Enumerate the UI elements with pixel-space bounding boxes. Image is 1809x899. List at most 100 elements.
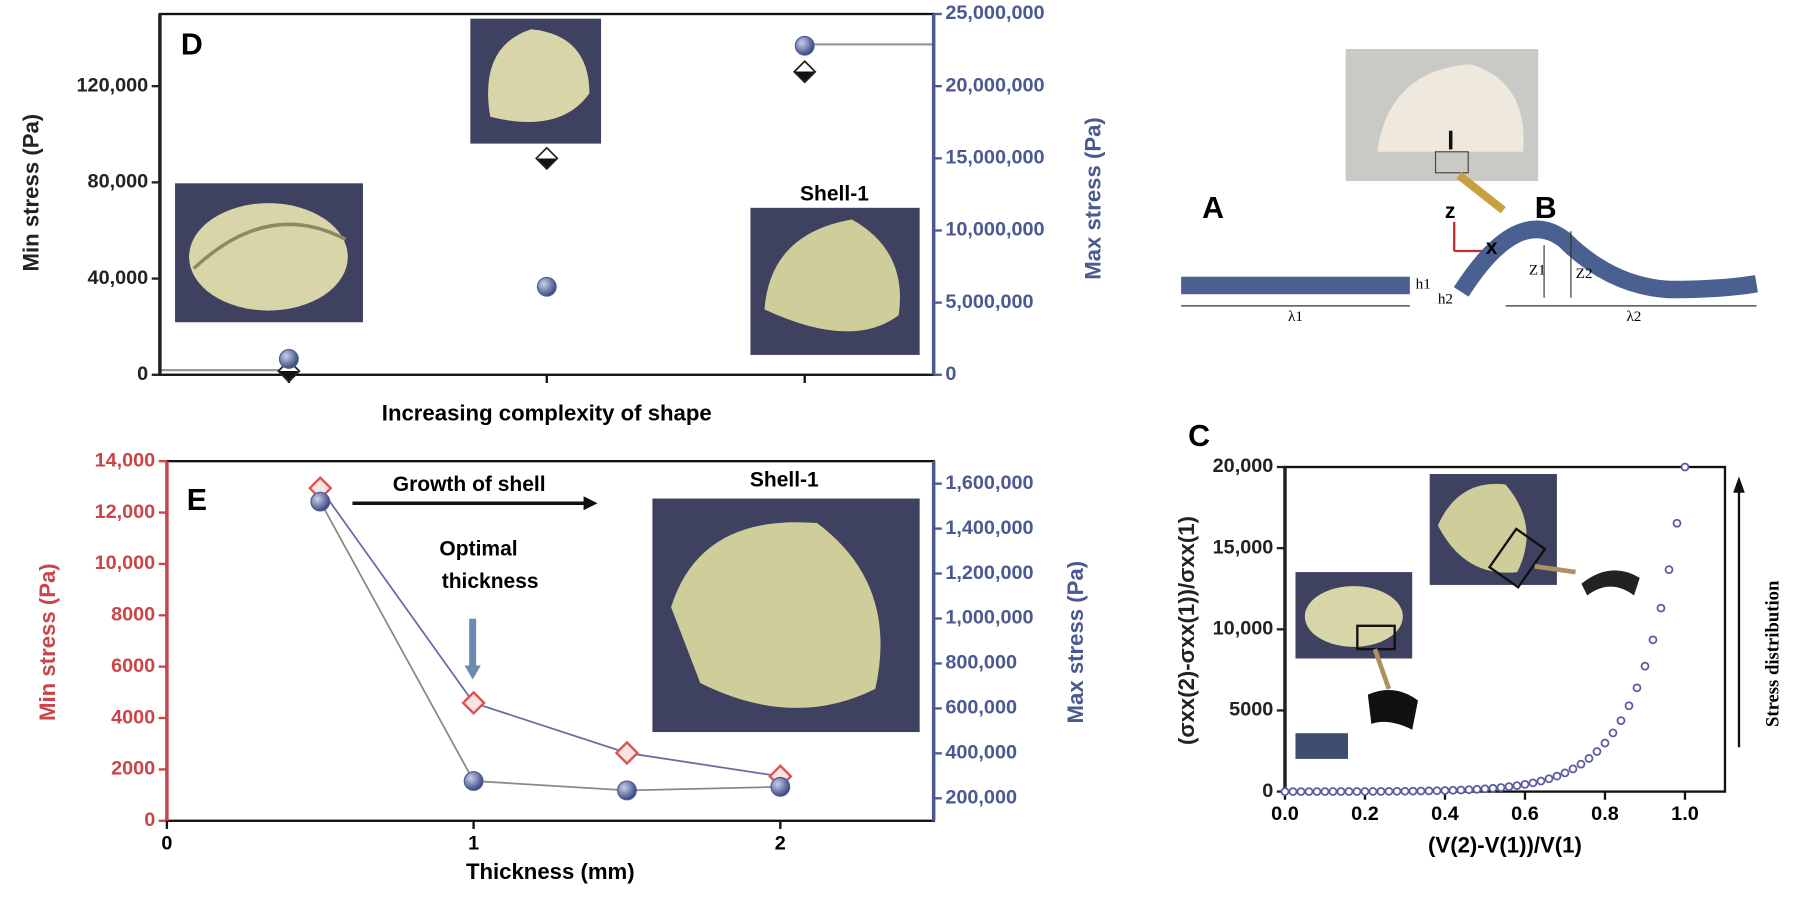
dimension: λ2 bbox=[1626, 308, 1641, 325]
x-tick-label: 0.6 bbox=[1511, 803, 1539, 825]
y-tick-label: 10,000 bbox=[95, 552, 156, 574]
point bbox=[1600, 738, 1610, 748]
point bbox=[1400, 786, 1410, 796]
annotation: Stress distribution bbox=[1762, 580, 1783, 727]
x-axis-label: Increasing complexity of shape bbox=[382, 400, 712, 425]
y-tick-label: 10,000 bbox=[1213, 618, 1274, 640]
point bbox=[461, 690, 486, 716]
point bbox=[614, 740, 640, 766]
point bbox=[536, 276, 557, 297]
point bbox=[1528, 778, 1538, 788]
point bbox=[1664, 565, 1674, 575]
point bbox=[463, 771, 484, 791]
y-axis-label: Min stress (Pa) bbox=[19, 114, 44, 272]
point bbox=[278, 348, 299, 369]
y2-tick-label: 20,000,000 bbox=[945, 74, 1044, 96]
point bbox=[1560, 768, 1570, 778]
axis-letter: x bbox=[1486, 236, 1498, 259]
point bbox=[1672, 518, 1682, 528]
y2-tick-label: 1,400,000 bbox=[945, 517, 1033, 539]
y2-tick-label: 800,000 bbox=[945, 652, 1017, 674]
annotation: Shell-1 bbox=[800, 183, 869, 206]
y-tick-label: 0 bbox=[1262, 780, 1273, 802]
x-axis-label: (V(2)-V(1))/V(1) bbox=[1428, 832, 1582, 857]
y2-tick-label: 400,000 bbox=[945, 742, 1017, 764]
y-tick-label: 12,000 bbox=[95, 501, 156, 523]
point bbox=[1592, 747, 1602, 756]
point bbox=[1472, 784, 1482, 794]
axis-letter: z bbox=[1445, 200, 1455, 223]
y2-axis-label: Max stress (Pa) bbox=[1081, 117, 1106, 280]
point bbox=[1424, 786, 1434, 796]
y-tick-label: 6000 bbox=[111, 655, 155, 677]
point bbox=[1488, 783, 1498, 793]
series-line bbox=[319, 501, 781, 792]
point bbox=[1624, 701, 1634, 711]
dimension: h1 bbox=[1416, 275, 1431, 292]
x-tick-label: 0.2 bbox=[1351, 803, 1379, 825]
point bbox=[1496, 783, 1506, 792]
point bbox=[1344, 787, 1354, 796]
y-tick-label: 0 bbox=[144, 809, 155, 831]
panel-label: B bbox=[1535, 192, 1557, 225]
point bbox=[1336, 787, 1346, 796]
y-axis-label: (σxx(2)-σxx(1))/σxx(1) bbox=[1174, 516, 1199, 745]
x-tick-label: 1 bbox=[468, 832, 479, 854]
y-tick-label: 80,000 bbox=[88, 171, 149, 193]
y2-tick-label: 5,000,000 bbox=[945, 291, 1033, 313]
point bbox=[1640, 661, 1650, 671]
point bbox=[1536, 776, 1546, 786]
panel-label: A bbox=[1202, 192, 1224, 225]
y-tick-label: 8000 bbox=[111, 604, 155, 626]
annotation: Shell-1 bbox=[750, 469, 819, 492]
y2-tick-label: 0 bbox=[945, 363, 956, 385]
point bbox=[1576, 759, 1586, 769]
point bbox=[1448, 785, 1458, 795]
series-line bbox=[319, 487, 781, 778]
point bbox=[1384, 786, 1394, 796]
y-tick-label: 20,000 bbox=[1213, 455, 1274, 477]
point bbox=[1544, 774, 1554, 784]
y-tick-label: 40,000 bbox=[88, 267, 149, 289]
point bbox=[1352, 787, 1362, 796]
y-axis-label: Min stress (Pa) bbox=[35, 563, 60, 721]
y-tick-label: 2000 bbox=[111, 758, 155, 780]
point bbox=[770, 776, 791, 797]
annotation: Optimal bbox=[439, 537, 517, 560]
point bbox=[1632, 683, 1642, 693]
point bbox=[1680, 462, 1690, 472]
y-tick-label: 120,000 bbox=[77, 74, 149, 96]
point bbox=[1480, 784, 1490, 794]
x-tick-label: 0.4 bbox=[1431, 803, 1459, 825]
point bbox=[1304, 787, 1314, 796]
point bbox=[1552, 771, 1562, 781]
x-axis-label: Thickness (mm) bbox=[466, 859, 635, 884]
y-tick-label: 0 bbox=[137, 363, 148, 385]
x-tick-label: 2 bbox=[775, 832, 786, 854]
point bbox=[1432, 786, 1442, 796]
dimension: λ1 bbox=[1288, 308, 1303, 325]
point bbox=[1456, 785, 1466, 795]
point bbox=[1280, 787, 1290, 796]
x-tick-label: 0.8 bbox=[1591, 803, 1619, 825]
point bbox=[1568, 764, 1578, 774]
y-tick-label: 5000 bbox=[1229, 699, 1273, 721]
point bbox=[1408, 786, 1418, 796]
point bbox=[310, 491, 331, 512]
point bbox=[1360, 787, 1370, 796]
y2-tick-label: 10,000,000 bbox=[945, 219, 1044, 241]
y2-tick-label: 25,000,000 bbox=[945, 2, 1044, 24]
point bbox=[1656, 603, 1666, 613]
point bbox=[1296, 787, 1306, 796]
schematic: A B z x λ1 λ2 h1 h2 Z1 Z2 bbox=[1181, 49, 1758, 325]
point bbox=[1392, 786, 1402, 796]
point bbox=[1440, 786, 1450, 795]
point bbox=[1584, 754, 1594, 763]
point bbox=[1288, 787, 1298, 796]
point bbox=[1464, 785, 1474, 795]
y-tick-label: 4000 bbox=[111, 706, 155, 728]
y-tick-label: 14,000 bbox=[95, 449, 156, 471]
point bbox=[1520, 779, 1530, 789]
y-tick-label: 15,000 bbox=[1213, 536, 1274, 558]
